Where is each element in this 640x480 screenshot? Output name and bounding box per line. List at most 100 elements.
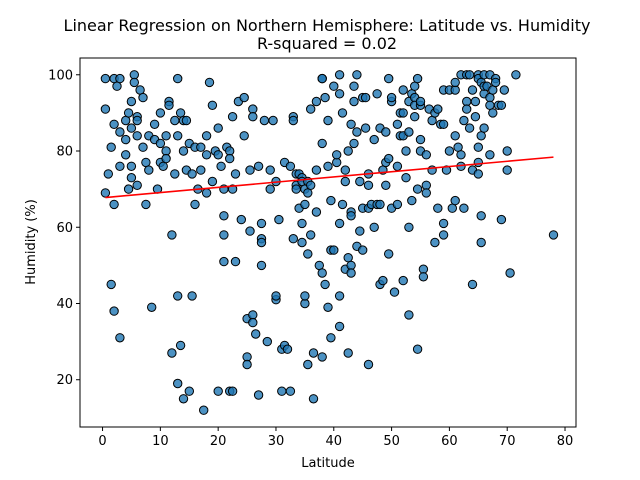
data-point [473, 157, 483, 168]
data-point [248, 112, 258, 122]
data-point [303, 249, 313, 259]
data-point [184, 386, 195, 396]
data-point [320, 92, 330, 103]
data-point [126, 161, 137, 172]
y-axis-label: Humidity (%) [24, 199, 39, 285]
data-point [334, 321, 345, 332]
data-point [412, 73, 423, 84]
data-point [219, 211, 229, 221]
data-point [346, 211, 356, 221]
data-point [415, 134, 426, 145]
data-point [300, 291, 310, 301]
data-point [132, 131, 142, 141]
data-point [219, 256, 229, 267]
data-point [199, 405, 209, 415]
data-point [433, 104, 443, 114]
data-point [323, 115, 333, 126]
data-point [326, 333, 336, 343]
data-point [392, 161, 403, 172]
data-point [306, 180, 316, 191]
data-point [245, 165, 255, 175]
data-point [349, 138, 359, 149]
data-point [256, 237, 267, 248]
data-point [201, 131, 212, 141]
data-point [161, 131, 171, 141]
data-point [323, 161, 333, 172]
data-point [115, 333, 125, 343]
data-point [329, 81, 339, 91]
data-point [317, 268, 327, 278]
data-point [450, 195, 460, 206]
data-point [277, 386, 287, 396]
data-point [230, 256, 241, 267]
data-point [340, 176, 350, 187]
data-point [502, 146, 512, 156]
data-point [502, 165, 512, 175]
regression-line [105, 156, 554, 199]
data-point [109, 306, 119, 316]
data-point [360, 92, 371, 103]
data-point [398, 85, 408, 95]
data-point [311, 165, 322, 175]
data-point [115, 161, 125, 172]
data-point [369, 222, 379, 233]
data-point [175, 340, 186, 351]
data-point [129, 77, 140, 88]
y-tick-label: 40 [56, 297, 73, 312]
data-point [123, 184, 134, 194]
data-point [337, 199, 348, 210]
data-point [404, 222, 414, 233]
data-point [300, 199, 310, 210]
data-point [490, 77, 501, 88]
x-tick-label: 20 [210, 434, 227, 449]
data-point [381, 180, 391, 191]
data-point [421, 188, 431, 198]
data-point [334, 218, 345, 229]
data-point [196, 142, 206, 152]
data-point [187, 291, 197, 301]
data-point [213, 150, 223, 160]
data-point [158, 161, 168, 172]
data-point [389, 287, 400, 297]
data-point [346, 268, 356, 278]
data-point [173, 291, 183, 301]
data-point [297, 237, 307, 248]
data-point [496, 214, 507, 225]
data-point [462, 104, 472, 114]
data-point [201, 188, 212, 198]
data-point [308, 348, 319, 358]
data-point [268, 115, 278, 126]
chart-title: Linear Regression on Northern Hemisphere… [64, 16, 591, 35]
data-point [141, 199, 151, 210]
data-point [398, 108, 408, 118]
data-point [170, 115, 180, 126]
data-point [401, 173, 411, 183]
data-point [334, 70, 345, 80]
x-tick-label: 80 [557, 434, 574, 449]
data-point [473, 142, 483, 152]
data-point [253, 161, 264, 172]
data-point [253, 390, 264, 400]
data-point [132, 180, 142, 191]
x-tick-label: 30 [268, 434, 285, 449]
data-point [285, 161, 296, 172]
data-point [476, 211, 486, 221]
data-point [450, 77, 460, 88]
data-points [100, 70, 559, 415]
data-point [109, 199, 119, 210]
data-point [256, 260, 267, 271]
data-point [349, 96, 359, 107]
data-point [372, 89, 382, 99]
data-point [106, 142, 116, 152]
data-point [473, 169, 483, 179]
x-tick-label: 10 [152, 434, 169, 449]
data-point [384, 73, 394, 84]
data-point [173, 73, 183, 84]
data-point [213, 386, 223, 396]
data-point [291, 184, 301, 194]
data-point [378, 275, 388, 286]
y-axis-ticks: 20 40 60 80 100 [48, 68, 80, 388]
data-point [375, 199, 385, 210]
data-point [459, 203, 469, 213]
